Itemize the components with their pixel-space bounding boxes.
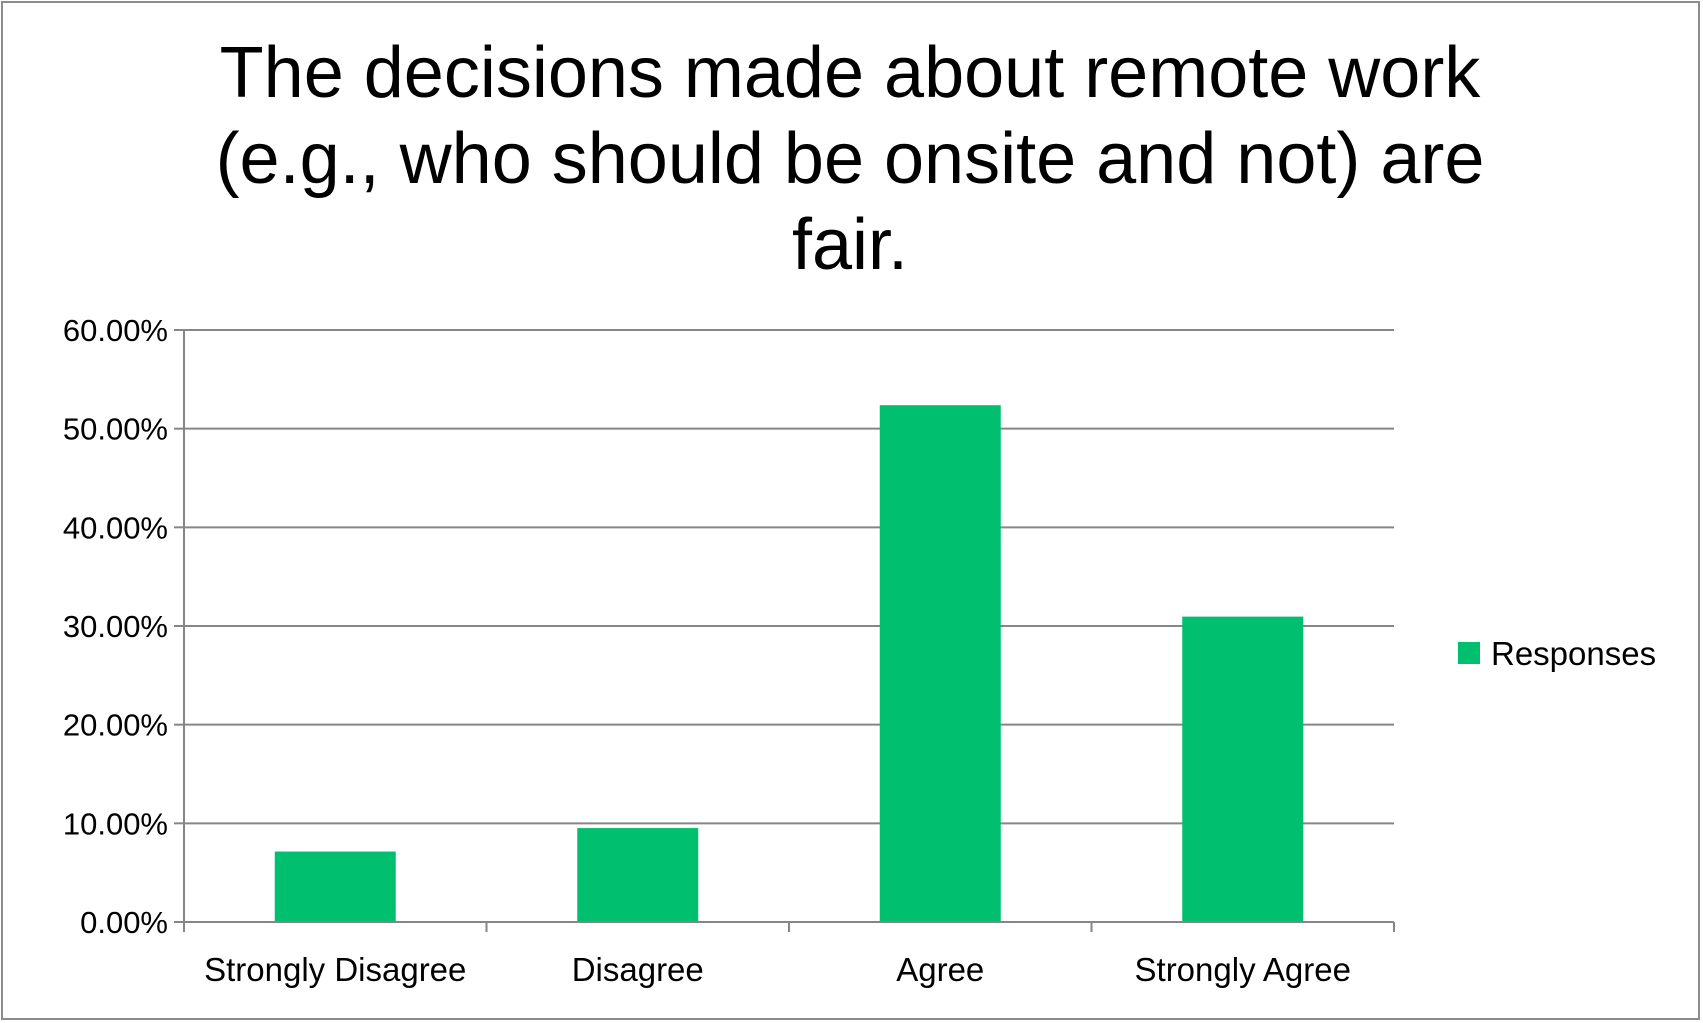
y-tick-label: 50.00% — [63, 412, 168, 447]
x-tick-label: Disagree — [572, 951, 704, 988]
y-tick-label: 30.00% — [63, 609, 168, 644]
y-axis-tick-labels: 0.00% 10.00% 20.00% 30.00% 40.00% 50.00% 60.00… — [63, 313, 168, 940]
bar — [274, 851, 396, 922]
y-tick-label: 20.00% — [63, 708, 168, 743]
y-tick-label: 10.00% — [63, 806, 168, 841]
x-tick-label: Strongly Agree — [1135, 951, 1351, 988]
y-tick-label: 40.00% — [63, 510, 168, 545]
bars — [274, 405, 1304, 923]
bar — [879, 405, 1001, 923]
x-axis-tick-labels: Strongly Disagree Disagree Agree Strongly A… — [204, 951, 1351, 988]
x-tick-label: Strongly Disagree — [204, 951, 466, 988]
y-tick-label: 0.00% — [80, 905, 168, 940]
chart-title: The decisions made about remote work (e.… — [215, 33, 1485, 285]
legend: Responses — [1458, 635, 1656, 672]
axes — [183, 330, 1395, 932]
bar — [577, 828, 699, 922]
x-tick-label: Agree — [896, 951, 984, 988]
bar — [1182, 616, 1304, 922]
y-tick-label: 60.00% — [63, 313, 168, 348]
legend-label: Responses — [1491, 635, 1656, 672]
legend-swatch — [1458, 642, 1480, 664]
gridlines — [174, 329, 1394, 923]
